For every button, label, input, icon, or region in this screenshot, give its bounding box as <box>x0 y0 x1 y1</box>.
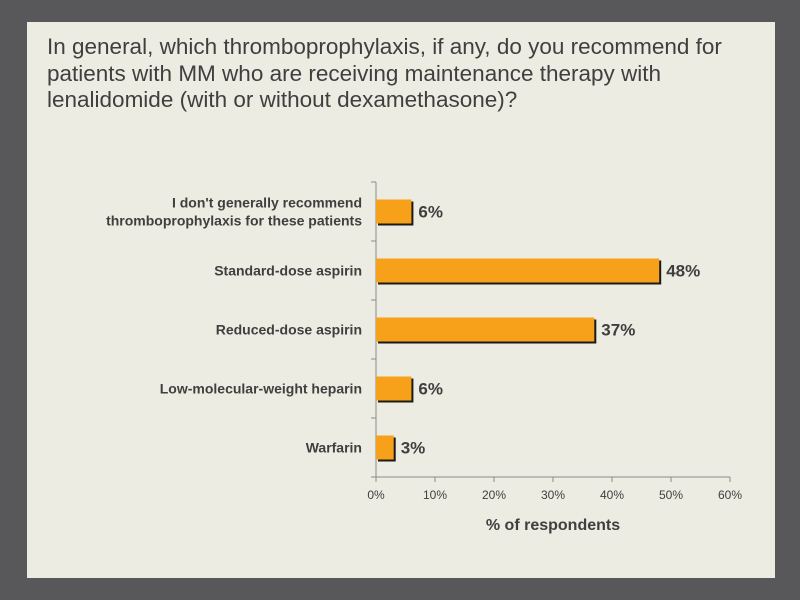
category-label: Low-molecular-weight heparin <box>160 381 362 397</box>
bar <box>376 258 660 283</box>
category-label: thromboprophylaxis for these patients <box>106 213 362 229</box>
x-axis-title: % of respondents <box>486 517 620 534</box>
bar <box>376 199 412 224</box>
slide-title: In general, which thromboprophylaxis, if… <box>47 34 722 112</box>
data-label: 3% <box>401 439 426 458</box>
data-label: 6% <box>418 380 443 399</box>
bar <box>376 376 412 401</box>
data-label: 48% <box>666 262 700 281</box>
x-tick-label: 30% <box>541 488 565 502</box>
category-label: I don't generally recommend <box>172 195 362 211</box>
category-label: Standard-dose aspirin <box>214 263 362 279</box>
bar <box>376 317 595 342</box>
x-tick-label: 60% <box>718 488 742 502</box>
data-label: 6% <box>418 203 443 222</box>
x-tick-label: 50% <box>659 488 683 502</box>
data-label: 37% <box>601 321 635 340</box>
x-tick-label: 20% <box>482 488 506 502</box>
bar-chart: 0% 10% 20% 30% 40% 50% 60% % of respondents 6% I … <box>106 181 742 534</box>
slide: In general, which thromboprophylaxis, if… <box>27 22 775 578</box>
bar <box>376 435 394 460</box>
x-tick-label: 40% <box>600 488 624 502</box>
x-tick-label: 0% <box>367 488 385 502</box>
category-label: Reduced-dose aspirin <box>216 322 362 338</box>
category-label: Warfarin <box>306 440 362 456</box>
x-tick-label: 10% <box>423 488 447 502</box>
